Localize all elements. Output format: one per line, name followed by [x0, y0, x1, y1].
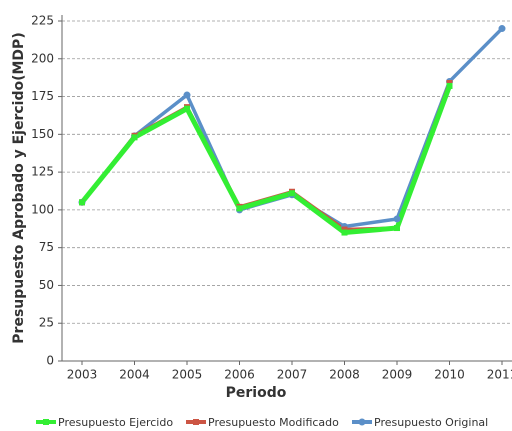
y-axis-label: Presupuesto Aprobado y Ejercido(MDP) — [11, 32, 27, 343]
point — [446, 82, 453, 89]
legend-marker — [358, 418, 366, 426]
x-tick-label: 2008 — [329, 368, 360, 382]
point — [341, 226, 348, 233]
legend-label: Presupuesto Original — [374, 416, 488, 429]
y-tick-label: 225 — [31, 14, 54, 28]
x-tick-label: 2003 — [67, 368, 98, 382]
y-tick-label: 25 — [39, 316, 54, 330]
x-tick-label: 2011 — [487, 368, 512, 382]
y-tick-label: 150 — [31, 127, 54, 141]
x-tick-label: 2007 — [277, 368, 308, 382]
point — [79, 199, 85, 206]
x-tick-label: 2006 — [224, 368, 255, 382]
legend-marker — [43, 419, 49, 425]
point — [131, 134, 138, 141]
y-tick-label: 125 — [31, 165, 54, 179]
x-tick-label: 2010 — [434, 368, 465, 382]
point — [184, 105, 190, 112]
y-tick-label: 200 — [31, 51, 54, 65]
legend-marker — [193, 419, 199, 425]
legend-label: Presupuesto Modificado — [208, 416, 339, 429]
y-tick-label: 50 — [39, 278, 54, 292]
x-axis-label: Periodo — [226, 385, 287, 401]
point — [446, 79, 453, 86]
x-tick-label: 2005 — [172, 368, 203, 382]
series-line — [80, 85, 452, 236]
point — [498, 25, 506, 33]
point — [341, 229, 348, 236]
x-tick-label: 2004 — [119, 368, 150, 382]
point — [289, 190, 295, 197]
point — [394, 225, 400, 232]
point — [393, 215, 401, 223]
x-tick-label: 2009 — [382, 368, 413, 382]
point — [183, 91, 191, 99]
point — [236, 205, 243, 212]
y-tick-label: 175 — [31, 89, 54, 103]
y-tick-label: 100 — [31, 202, 54, 216]
legend-label: Presupuesto Ejercido — [58, 416, 173, 429]
series-line — [80, 82, 452, 232]
y-tick-label: 75 — [39, 240, 54, 254]
y-tick-label: 0 — [46, 354, 54, 368]
